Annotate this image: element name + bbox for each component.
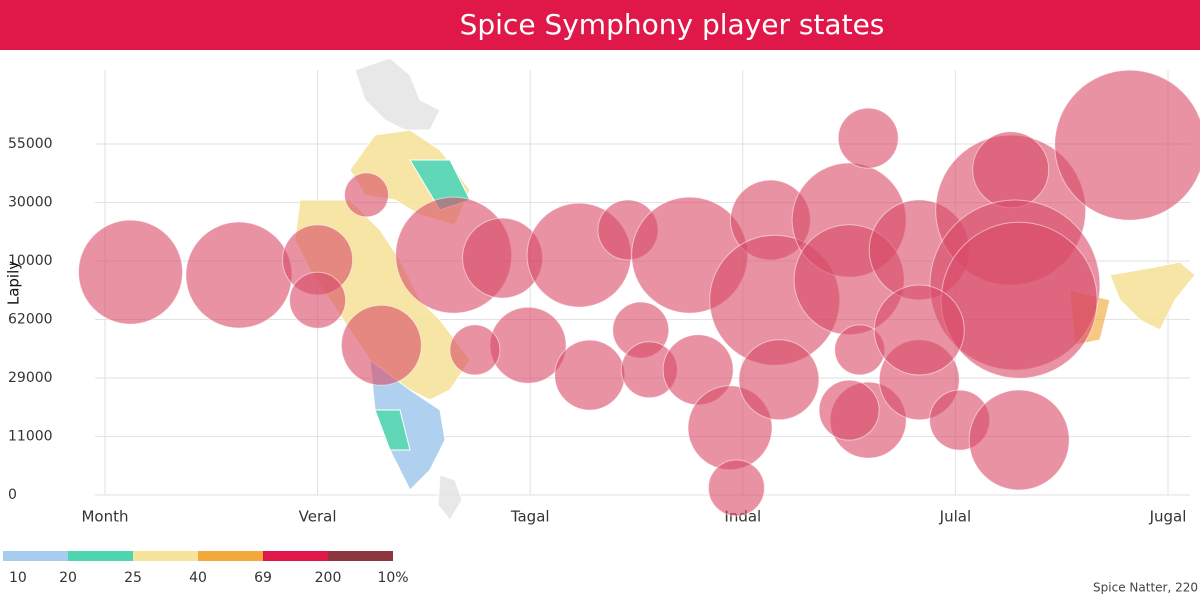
bubble	[837, 107, 899, 169]
bubble	[185, 221, 293, 329]
legend-swatch	[68, 551, 133, 561]
y-tick-label: 62000	[8, 312, 53, 328]
legend-label: 25	[124, 570, 142, 586]
y-tick-label: 0	[8, 487, 17, 503]
legend-label: 40	[189, 570, 207, 586]
legend-label: 10%	[377, 570, 408, 586]
x-tick-label: Tagal	[510, 508, 550, 526]
bubble	[554, 339, 626, 411]
x-tick-label: Jugal	[1149, 508, 1187, 526]
bubbles	[78, 69, 1200, 517]
bubble	[972, 131, 1050, 209]
bubble	[818, 379, 880, 441]
legend-swatch	[198, 551, 263, 561]
bubble	[1054, 69, 1200, 221]
legend-label: 69	[254, 570, 272, 586]
bubble	[738, 339, 820, 421]
legend-label: 200	[315, 570, 342, 586]
y-tick-label: 29000	[8, 370, 53, 386]
y-tick-label: 11000	[8, 429, 53, 445]
bubble	[968, 389, 1070, 491]
bubble	[873, 284, 965, 376]
bubble	[707, 459, 765, 517]
legend-label: 20	[59, 570, 77, 586]
x-tick-label: Veral	[299, 508, 337, 526]
source: Spice Natter, 220	[1093, 581, 1198, 595]
legend-label: 10	[9, 570, 27, 586]
bubble	[340, 304, 422, 386]
title-bar	[0, 0, 1200, 50]
legend: 10 20 25 40 69 200 10%	[3, 551, 409, 586]
x-tick-label: Month	[81, 508, 128, 526]
bubble	[289, 271, 347, 329]
legend-swatch	[3, 551, 68, 561]
legend-swatch	[133, 551, 198, 561]
y-tick-label: 30000	[8, 195, 53, 211]
x-tick-label: Julal	[939, 508, 971, 526]
bubble	[940, 221, 1098, 379]
bubble	[78, 219, 184, 325]
bubble	[343, 172, 389, 218]
y-axis-label: Lapily	[5, 261, 23, 305]
bubble	[449, 324, 501, 376]
y-tick-label: 55000	[8, 136, 53, 152]
legend-swatch	[328, 551, 393, 561]
y-tick-label: 10000	[8, 253, 53, 269]
legend-swatch	[263, 551, 328, 561]
chart-title: Spice Symphony player states	[460, 8, 885, 41]
